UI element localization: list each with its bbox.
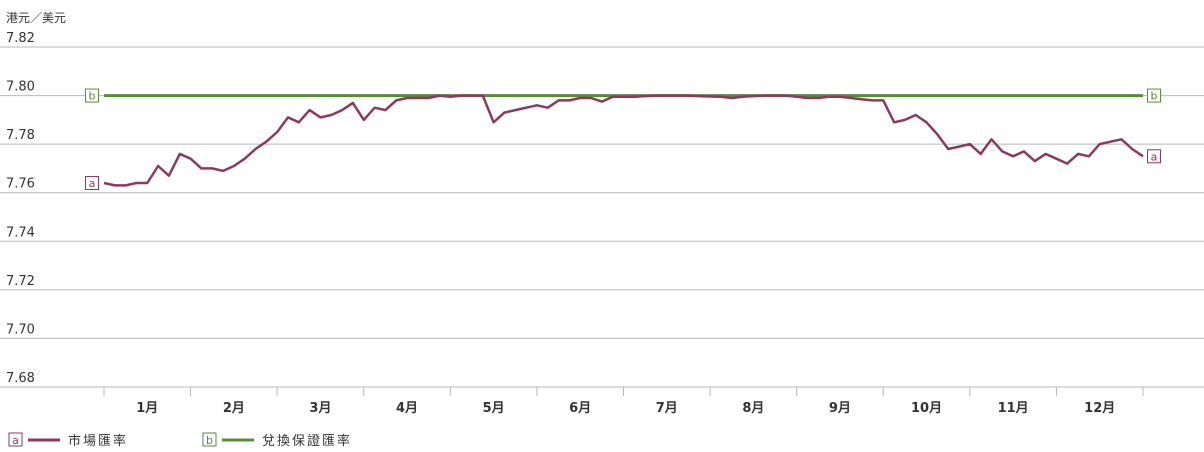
y-tick-label: 7.70 xyxy=(6,322,35,337)
series-start-marker-box xyxy=(85,88,99,103)
x-tick-label: 12月 xyxy=(1084,401,1115,416)
series-end-marker-box xyxy=(1147,88,1161,103)
series-start-marker-text: b xyxy=(89,90,96,103)
y-tick-label: 7.72 xyxy=(6,274,35,289)
y-tick-label: 7.78 xyxy=(6,128,35,143)
y-tick-label: 7.76 xyxy=(6,177,35,192)
x-tick-label: 10月 xyxy=(911,401,942,416)
series-end-marker-box xyxy=(1147,149,1161,164)
legend-label: 市場匯率 xyxy=(68,433,128,449)
x-tick-label: 7月 xyxy=(656,401,678,416)
legend-box xyxy=(8,432,23,447)
y-tick-label: 7.68 xyxy=(6,371,35,386)
x-tick-label: 11月 xyxy=(998,401,1029,416)
x-tick-label: 6月 xyxy=(569,401,591,416)
x-tick-label: 9月 xyxy=(829,401,851,416)
y-tick-label: 7.80 xyxy=(6,80,35,95)
series-start-marker-box xyxy=(85,176,99,190)
x-tick-label: 1月 xyxy=(136,401,158,416)
x-tick-label: 4月 xyxy=(396,401,418,416)
x-tick-label: 8月 xyxy=(742,401,764,416)
legend-box xyxy=(202,432,217,447)
y-tick-label: 7.74 xyxy=(6,225,35,240)
series-end-marker-text: a xyxy=(1151,150,1158,163)
series-end-marker-text: b xyxy=(1151,90,1158,103)
y-axis-label: 港元／美元 xyxy=(6,11,66,25)
series-start-marker-text: a xyxy=(89,177,96,190)
y-tick-label: 7.82 xyxy=(6,31,35,46)
legend-marker: b xyxy=(206,434,213,447)
x-tick-label: 3月 xyxy=(309,401,331,416)
legend-label: 兌換保證匯率 xyxy=(262,433,352,449)
legend-marker: a xyxy=(12,434,19,447)
x-tick-label: 5月 xyxy=(483,401,505,416)
x-tick-label: 2月 xyxy=(223,401,245,416)
series-line xyxy=(103,94,1144,187)
